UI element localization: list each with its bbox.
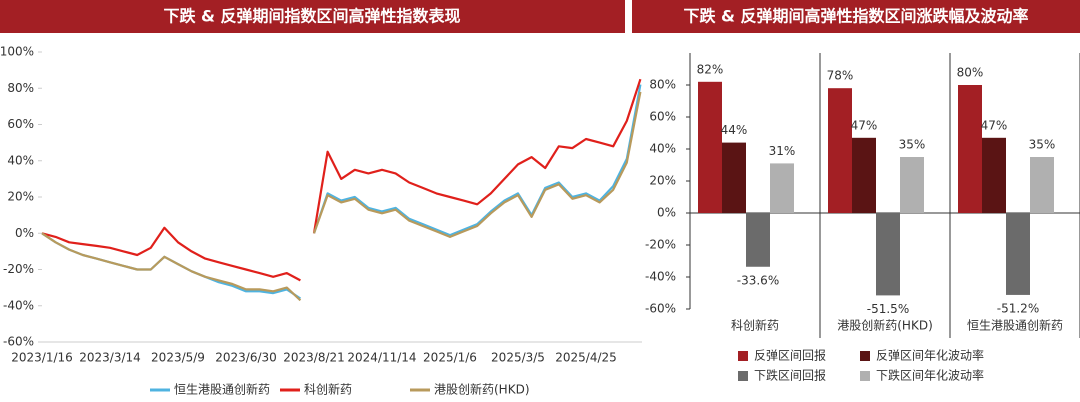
bar	[770, 163, 794, 213]
x-tick-label: 2023/6/30	[215, 351, 277, 365]
value-label: 35%	[899, 138, 926, 152]
y-tick-label: -20%	[3, 262, 34, 276]
x-tick-label: 2025/4/25	[555, 351, 617, 365]
value-label: -51.5%	[867, 302, 909, 316]
chart-title: 下跌 & 反弹期间指数区间高弹性指数表现	[163, 7, 460, 26]
x-tick-label: 2025/1/6	[423, 351, 477, 365]
header-bar	[632, 0, 1080, 33]
x-tick-label: 科创新药	[731, 318, 779, 333]
x-tick-label: 2023/1/16	[11, 351, 73, 365]
bar	[876, 213, 900, 296]
value-label: 44%	[721, 123, 748, 137]
bar	[982, 137, 1006, 213]
legend-swatch	[738, 371, 748, 381]
bar	[852, 137, 876, 213]
value-label: -33.6%	[737, 273, 779, 287]
bar	[1030, 157, 1054, 213]
bar	[698, 81, 722, 213]
legend-swatch	[860, 371, 870, 381]
y-tick-label: 0%	[15, 226, 34, 240]
y-tick-label: -60%	[3, 335, 34, 349]
y-tick-label: 20%	[649, 174, 676, 188]
y-tick-label: 100%	[0, 45, 34, 59]
bar	[1006, 213, 1030, 295]
value-label: 35%	[1029, 138, 1056, 152]
legend-swatch	[860, 351, 870, 361]
line-series	[41, 84, 642, 300]
x-tick-label: 2023/5/9	[151, 351, 205, 365]
legend-label: 反弹区间回报	[754, 348, 826, 363]
x-tick-label: 2023/3/14	[79, 351, 141, 365]
y-tick-label: 0%	[657, 206, 676, 220]
value-label: 80%	[957, 66, 984, 80]
bar	[958, 85, 982, 213]
value-label: 47%	[981, 118, 1008, 132]
legend-label: 下跌区间回报	[754, 368, 826, 383]
line-series	[41, 78, 642, 282]
y-tick-label: -60%	[645, 302, 676, 316]
value-label: 78%	[827, 69, 854, 83]
value-label: 82%	[697, 62, 724, 76]
bar	[722, 142, 746, 213]
legend-label: 港股创新药(HKD)	[434, 382, 530, 397]
x-tick-label: 2023/8/21	[283, 351, 345, 365]
header-bar	[0, 0, 625, 33]
value-label: -51.2%	[997, 301, 1039, 315]
legend-label: 反弹区间年化波动率	[876, 348, 984, 363]
bar	[828, 88, 852, 213]
y-tick-label: 20%	[7, 190, 34, 204]
chart-title: 下跌 & 反弹期间高弹性指数区间涨跌幅及波动率	[683, 7, 1028, 26]
x-tick-label: 2025/3/5	[491, 351, 545, 365]
y-tick-label: -40%	[645, 270, 676, 284]
y-tick-label: -40%	[3, 298, 34, 312]
y-tick-label: -20%	[645, 238, 676, 252]
legend-label: 恒生港股通创新药	[174, 382, 270, 397]
y-tick-label: 80%	[7, 81, 34, 95]
y-tick-label: 60%	[7, 117, 34, 131]
legend-swatch	[738, 351, 748, 361]
legend-label: 科创新药	[304, 382, 352, 397]
y-tick-label: 80%	[649, 78, 676, 92]
bar	[900, 157, 924, 213]
y-tick-label: 40%	[7, 153, 34, 167]
x-tick-label: 2024/11/14	[347, 351, 416, 365]
value-label: 31%	[769, 144, 796, 158]
bar	[746, 213, 770, 267]
x-tick-label: 恒生港股通创新药	[967, 318, 1063, 333]
y-tick-label: 60%	[649, 110, 676, 124]
x-tick-label: 港股创新药(HKD)	[837, 318, 933, 333]
value-label: 47%	[851, 118, 878, 132]
y-tick-label: 40%	[649, 142, 676, 156]
legend-label: 下跌区间年化波动率	[876, 368, 984, 383]
line-series	[41, 91, 642, 302]
